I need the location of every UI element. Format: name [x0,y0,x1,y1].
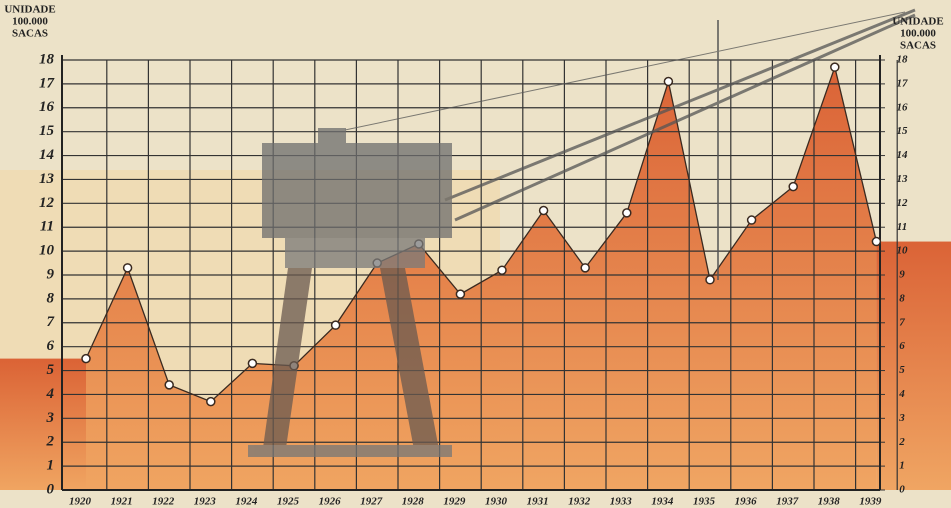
point [497,265,507,275]
point [871,236,882,247]
y2-tick-label: 1 [899,460,905,472]
y-tick-label: 12 [39,195,55,211]
y2-tick-label: 15 [897,125,909,137]
x-tick-label: 1933 [610,496,633,508]
x-tick-label: 1934 [651,496,674,508]
y-tick-label: 7 [47,314,55,330]
y-tick-label: 8 [47,290,55,306]
y2-axis-label: 100.000 [900,28,936,40]
x-tick-label: 1920 [69,496,92,508]
y2-tick-label: 7 [899,316,905,328]
x-tick-label: 1929 [443,496,466,508]
point [538,205,549,216]
point [206,396,216,407]
x-tick-label: 1939 [859,496,882,508]
point [746,215,757,225]
y-tick-label: 3 [46,410,55,426]
y2-axis-label: UNIDADE [892,16,943,28]
y-tick-label: 9 [47,266,55,282]
point [622,208,632,218]
x-tick-label: 1930 [485,496,508,508]
crane [248,8,916,457]
point [705,275,715,285]
y2-tick-label: 12 [897,197,909,209]
y-tick-label: 11 [40,219,54,235]
y2-tick-label: 11 [897,221,907,233]
x-tick-label: 1922 [152,496,175,508]
y2-tick-label: 18 [897,54,909,66]
y2-tick-label: 0 [899,484,905,496]
point [330,320,341,330]
x-tick-label: 1937 [776,496,799,508]
x-tick-label: 1923 [194,496,217,508]
y-axis-label: SACAS [12,28,48,40]
y-axis-label: 100.000 [12,16,48,28]
y-axis-label: UNIDADE [4,4,55,16]
x-tick-label: 1927 [360,496,383,508]
point [580,263,590,273]
y-tick-label: 13 [39,171,55,187]
x-tick-label: 1931 [527,496,549,508]
y2-tick-label: 13 [897,173,909,185]
y-tick-label: 16 [39,99,55,115]
y-tick-label: 17 [39,75,55,91]
y-tick-label: 10 [39,243,55,259]
y2-tick-label: 4 [898,388,905,400]
y-tick-label: 0 [47,481,55,497]
y-tick-label: 5 [47,362,55,378]
x-tick-label: 1921 [111,496,133,508]
x-tick-label: 1932 [568,496,591,508]
y-tick-label: 18 [39,51,55,67]
area-edge [0,358,86,490]
y2-tick-label: 3 [898,412,905,424]
point [247,358,258,369]
point [122,263,133,273]
point [663,76,674,87]
y2-tick-label: 16 [897,101,909,113]
y2-tick-label: 8 [899,292,905,304]
y2-tick-label: 10 [897,245,909,257]
y2-tick-label: 6 [899,340,905,352]
y2-tick-label: 2 [898,436,905,448]
y2-tick-label: 17 [897,77,909,89]
y2-tick-label: 5 [899,364,905,376]
y-tick-label: 6 [47,338,55,354]
area-edge [876,241,951,490]
y-tick-label: 4 [46,386,55,402]
y2-tick-label: 9 [899,269,905,281]
point [455,289,466,299]
point [788,181,798,192]
x-tick-label: 1935 [693,496,716,508]
point [164,380,174,390]
point [830,62,840,72]
point [81,353,91,364]
x-tick-label: 1926 [319,496,342,508]
y-tick-label: 1 [47,458,55,474]
y-tick-label: 2 [46,434,55,450]
x-tick-label: 1928 [402,496,425,508]
line [85,64,878,403]
x-tick-label: 1925 [277,496,300,508]
y-tick-label: 15 [39,123,55,139]
x-tick-label: 1938 [818,496,841,508]
y2-axis-label: SACAS [900,40,936,52]
y-tick-label: 14 [39,147,55,163]
x-tick-label: 1924 [235,496,258,508]
x-tick-label: 1936 [735,496,758,508]
y2-tick-label: 14 [897,149,909,161]
